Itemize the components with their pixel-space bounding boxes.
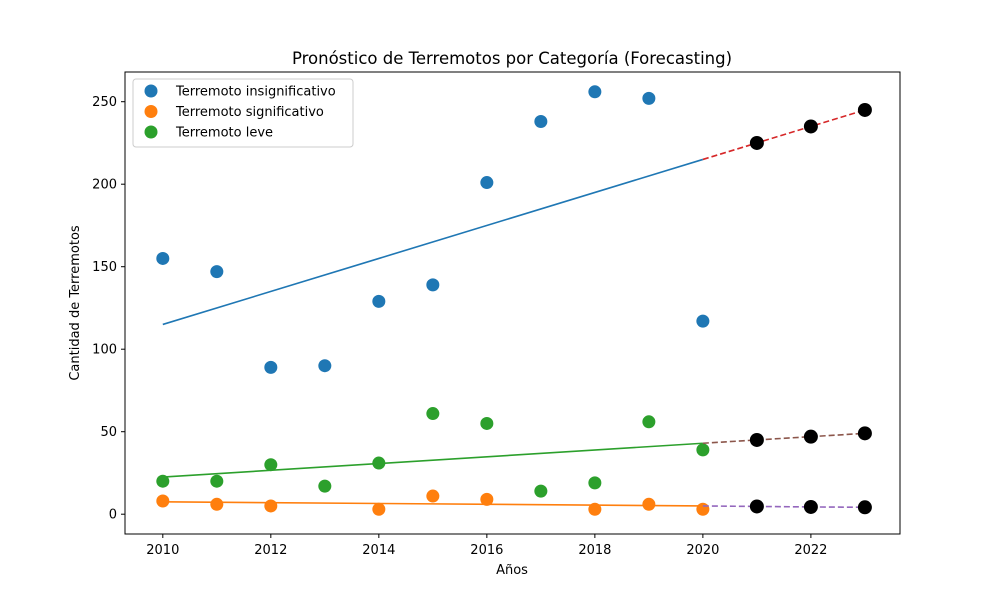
x-tick-label: 2022 [794,543,827,558]
y-tick-label: 50 [100,425,117,440]
trend-line [162,442,703,478]
data-point [210,497,224,511]
x-tick-label: 2016 [470,543,503,558]
data-point [642,497,656,511]
legend: Terremoto insignificativo Terremoto signi… [132,78,354,148]
forecast-line [702,432,865,445]
forecast-point [857,102,872,117]
x-tick-label: 2012 [254,543,287,558]
trend-line [162,501,703,507]
data-point [588,85,602,99]
y-axis-label: Cantidad de Terremotos [68,225,83,381]
y-tick-label: 200 [92,178,117,193]
legend-label: Terremoto insignificativo [175,85,336,100]
data-point [372,456,386,470]
legend-marker [144,84,158,98]
data-point [480,416,494,430]
forecast-point [803,429,818,444]
forecast-point [749,499,764,514]
data-point [264,458,278,472]
data-point [372,294,386,308]
data-point [264,360,278,374]
forecast-point [857,500,872,515]
legend-marker [144,105,158,118]
data-point [534,115,548,128]
y-tick-label: 150 [92,260,117,275]
data-point [642,415,656,429]
x-tick-label: 2018 [578,543,611,558]
legend-box [132,78,354,148]
data-point [642,91,656,105]
data-point [210,265,224,279]
forecast-point [749,432,764,447]
y-axis: 0 50 100 150 200 250 [92,95,125,523]
trend-line [162,158,704,326]
data-point [696,443,710,457]
data-point [156,494,170,508]
data-point [156,251,170,265]
data-point [696,314,710,328]
data-point [264,499,278,513]
data-point [210,474,224,488]
data-point [480,492,494,506]
legend-marker [144,125,158,139]
x-axis: 2010 2012 2014 2016 2018 2020 2022 [146,534,827,558]
data-point [372,502,386,516]
forecast-point [803,119,818,134]
data-point [696,502,710,516]
data-point [426,278,440,292]
plot-area [156,85,872,516]
forecast-line [702,109,866,161]
forecast-point [857,426,872,441]
data-point [534,484,548,498]
y-tick-label: 100 [92,343,117,358]
chart-title: Pronóstico de Terremotos por Categoría (… [292,49,732,68]
y-tick-label: 250 [92,95,117,110]
forecast-point [803,499,818,514]
data-point [426,407,440,421]
x-tick-label: 2020 [686,543,719,558]
data-point [480,176,494,190]
x-tick-label: 2010 [146,543,179,558]
forecast-line [702,505,865,509]
data-point [318,479,332,493]
data-point [318,359,332,373]
data-point [426,489,440,503]
data-point [588,502,602,516]
data-point [588,476,602,490]
y-tick-label: 0 [109,508,117,523]
legend-label: Terremoto significativo [175,105,324,120]
x-axis-label: Años [496,563,528,578]
axes-frame [124,71,901,535]
x-tick-label: 2014 [362,543,395,558]
forecast-point [749,135,764,150]
legend-label: Terremoto leve [175,126,273,141]
data-point [156,474,170,488]
